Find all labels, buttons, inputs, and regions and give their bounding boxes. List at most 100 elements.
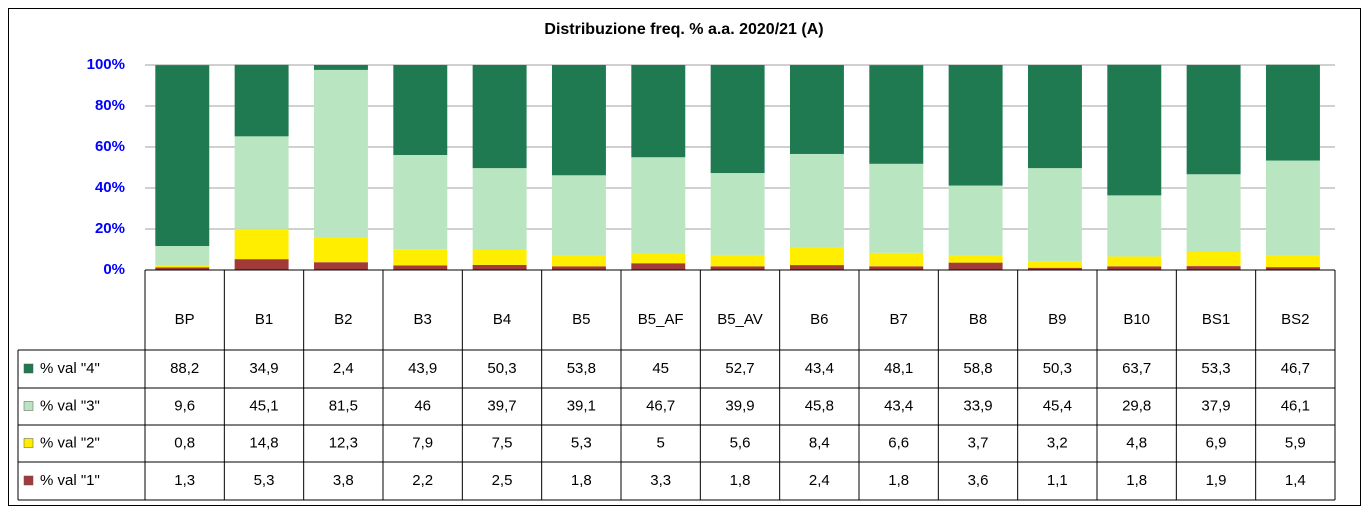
bar-segment: [710, 173, 765, 255]
bar-segment: [1027, 261, 1082, 268]
bar-segment: [1027, 267, 1082, 270]
bar-segment: [551, 175, 606, 256]
bar-segment: [789, 247, 844, 266]
table-value: 63,7: [1122, 360, 1151, 377]
bar-segment: [1107, 256, 1162, 267]
bar-segment: [789, 153, 844, 248]
table-value: 9,6: [174, 397, 195, 414]
table-value: 34,9: [249, 360, 278, 377]
table-value: 7,9: [412, 434, 433, 451]
table-value: 43,9: [408, 360, 437, 377]
bar-segment: [869, 266, 924, 270]
table-value: 53,3: [1201, 360, 1230, 377]
table-value: 5,3: [254, 472, 275, 489]
y-tick-label: 40%: [95, 179, 125, 196]
table-value: 6,6: [888, 434, 909, 451]
bar-segment: [1107, 195, 1162, 257]
table-value: 3,3: [650, 472, 671, 489]
bar-segment: [1265, 255, 1320, 268]
bar-segment: [393, 249, 448, 266]
bar-segment: [155, 65, 210, 247]
y-tick-label: 20%: [95, 220, 125, 237]
x-tick-label: B8: [969, 311, 987, 328]
bar-segment: [631, 65, 686, 158]
table-value: 52,7: [725, 360, 754, 377]
table-value: 5: [656, 434, 664, 451]
bar-segment: [948, 65, 1003, 186]
legend-label: % val "2": [40, 434, 100, 451]
table-value: 45,4: [1043, 397, 1072, 414]
bar-segment: [789, 265, 844, 270]
bar-segment: [313, 65, 368, 70]
bar-segment: [631, 263, 686, 270]
table-value: 3,6: [968, 472, 989, 489]
table-value: 81,5: [329, 397, 358, 414]
table-value: 14,8: [249, 434, 278, 451]
bar-segment: [1186, 65, 1241, 175]
bar-segment: [1107, 64, 1162, 196]
x-tick-label: BS2: [1281, 311, 1309, 328]
table-value: 45,1: [249, 397, 278, 414]
legend-label: % val "1": [40, 472, 100, 489]
table-value: 2,5: [492, 472, 513, 489]
bar-segment: [1027, 65, 1082, 169]
table-value: 4,8: [1126, 434, 1147, 451]
x-tick-label: B5_AF: [638, 311, 684, 328]
table-value: 88,2: [170, 360, 199, 377]
table-value: 8,4: [809, 434, 830, 451]
bar-segment: [234, 259, 289, 270]
table-value: 46,1: [1281, 397, 1310, 414]
table-value: 1,8: [888, 472, 909, 489]
bar-segment: [155, 265, 210, 268]
table-value: 2,4: [333, 360, 354, 377]
bar-segment: [472, 168, 527, 250]
bar-segment: [551, 65, 606, 176]
x-tick-label: B2: [334, 311, 352, 328]
bar-segment: [789, 65, 844, 154]
bar-segment: [472, 249, 527, 265]
table-value: 48,1: [884, 360, 913, 377]
bar-segment: [472, 264, 527, 270]
legend-key: [23, 401, 34, 411]
y-tick-label: 0%: [103, 261, 125, 278]
table-value: 1,8: [730, 472, 751, 489]
legend-label: % val "4": [40, 360, 100, 377]
table-value: 43,4: [884, 397, 913, 414]
table-value: 0,8: [174, 434, 195, 451]
bar-segment: [710, 254, 765, 267]
y-tick-label: 100%: [87, 56, 125, 73]
bar-segment: [869, 252, 924, 267]
table-value: 5,9: [1285, 434, 1306, 451]
bar-segment: [313, 69, 368, 237]
table-value: 2,4: [809, 472, 830, 489]
x-tick-label: B4: [493, 311, 511, 328]
table-value: 39,9: [725, 397, 754, 414]
x-tick-label: B7: [889, 311, 907, 328]
table-value: 12,3: [329, 434, 358, 451]
bar-segment: [710, 266, 765, 270]
table-value: 45,8: [805, 397, 834, 414]
table-value: 46: [414, 397, 431, 414]
bar-segment: [155, 246, 210, 266]
table-value: 3,8: [333, 472, 354, 489]
table-value: 46,7: [646, 397, 675, 414]
x-tick-label: B5: [572, 311, 590, 328]
table-value: 7,5: [492, 434, 513, 451]
table-value: 5,3: [571, 434, 592, 451]
legend-key: [23, 475, 34, 486]
table-value: 46,7: [1281, 360, 1310, 377]
table-value: 1,1: [1047, 472, 1068, 489]
table-value: 39,1: [567, 397, 596, 414]
y-tick-label: 60%: [95, 138, 125, 155]
x-tick-label: BS1: [1202, 311, 1230, 328]
table-value: 58,8: [963, 360, 992, 377]
x-tick-label: BP: [175, 311, 195, 328]
bar-segment: [948, 255, 1003, 263]
bar-segment: [869, 163, 924, 253]
table-value: 1,4: [1285, 472, 1306, 489]
legend-key: [23, 438, 34, 448]
bar-segment: [393, 65, 448, 155]
table-value: 5,6: [730, 434, 751, 451]
bar-segment: [710, 65, 765, 174]
